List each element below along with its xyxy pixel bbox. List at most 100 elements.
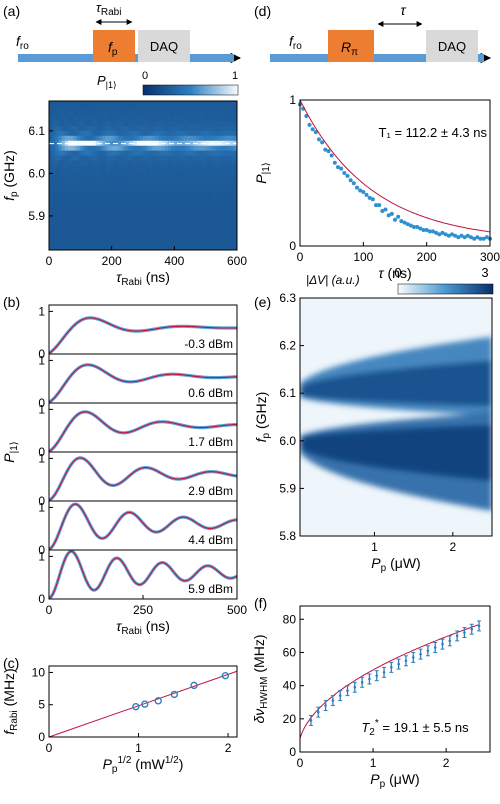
colorbar-e-max: 3 (481, 265, 488, 280)
heatmap-a-cell (202, 101, 207, 107)
heatmap-a-cell (149, 195, 153, 201)
heatmap-a-cell (74, 155, 78, 161)
heatmap-a-cell (180, 101, 185, 107)
heatmap-a-cell (164, 101, 169, 107)
heatmap-a-cell (149, 175, 153, 181)
chart-f-errorbar (425, 645, 430, 657)
heatmap-a-cell (193, 195, 197, 201)
heatmap-a-cell (171, 190, 175, 196)
heatmap-a-cell (89, 160, 94, 166)
heatmap-a-cell (224, 165, 228, 171)
heatmap-a-cell (133, 210, 138, 216)
heatmap-a-cell (193, 210, 197, 216)
heatmap-a-cell (70, 215, 75, 221)
heatmap-a-cell (49, 200, 53, 206)
f-ro-sub-d: ro (293, 41, 302, 52)
heatmap-a-cell (180, 180, 185, 186)
heatmap-a-cell (215, 240, 219, 246)
heatmap-a-cell (208, 101, 213, 107)
heatmap-a-cell (67, 155, 72, 161)
heatmap-a-cell (193, 101, 197, 107)
heatmap-a-cell (83, 220, 87, 226)
heatmap-a-cell (89, 200, 94, 206)
heatmap-a-cell (196, 240, 200, 246)
heatmap-a-cell (124, 245, 128, 250)
colorbar-a-max: 1 (232, 70, 238, 82)
heatmap-a-cell (218, 145, 222, 152)
heatmap-a-cell (124, 115, 128, 122)
heatmap-a-cell (152, 220, 156, 226)
heatmap-a-cell (168, 155, 172, 161)
heatmap-a-cell (193, 155, 197, 161)
heatmap-a-cell (86, 235, 91, 241)
heatmap-a-cell (233, 150, 237, 157)
heatmap-a-cell (174, 101, 178, 107)
heatmap-a-cell (99, 245, 103, 250)
chart-e-frame (299, 297, 493, 537)
heatmap-a-cell (74, 165, 78, 171)
heatmap-a-cell (121, 190, 125, 196)
heatmap-a-cell (180, 205, 185, 211)
colorbar-a-label-sub: |1⟩ (106, 80, 117, 90)
chart-b-xtick-label: 250 (133, 603, 153, 617)
heatmap-a-cell (183, 185, 188, 191)
heatmap-a-cell (186, 185, 191, 191)
heatmap-a-cell (177, 200, 181, 206)
heatmap-a-cell (86, 215, 91, 221)
heatmap-a-cell (133, 101, 138, 107)
heatmap-a-cell (52, 150, 56, 157)
heatmap-a-cell (70, 140, 75, 147)
heatmap-a-cell (136, 205, 141, 211)
heatmap-a-cell (111, 105, 116, 112)
heatmap-a-cell (199, 125, 203, 132)
heatmap-a-cell (117, 215, 122, 221)
heatmap-a-cell (80, 150, 84, 157)
heatmap-a-cell (221, 210, 225, 216)
heatmap-a-cell (74, 200, 78, 206)
heatmap-a-cell (149, 190, 153, 196)
heatmap-a-cell (205, 135, 210, 142)
chart-f-point (360, 681, 364, 684)
heatmap-a-cell (111, 130, 116, 137)
heatmap-a-cell (208, 220, 213, 226)
heatmap-a-cell (83, 200, 87, 206)
chart-f-errorbar (477, 620, 482, 632)
heatmap-a-cell (77, 105, 81, 112)
heatmap-a-cell (196, 110, 200, 117)
heatmap-a-cell (152, 115, 156, 122)
heatmap-a-cell (70, 105, 75, 112)
heatmap-a-cell (74, 175, 78, 181)
heatmap-a-cell (177, 115, 181, 122)
chart-d-point (348, 178, 353, 183)
heatmap-a-cell (108, 200, 113, 206)
chart-f-errorbar (352, 681, 357, 693)
heatmap-a-cell (86, 110, 91, 117)
heatmap-a-cell (174, 150, 178, 157)
chart-d-point (399, 219, 404, 224)
chart-f-point (419, 652, 422, 656)
chart-f-errorbar (418, 648, 423, 660)
heatmap-a-cell (208, 205, 213, 211)
heatmap-a-cell (186, 190, 191, 196)
heatmap-a-cell (52, 160, 56, 166)
heatmap-a-cell (208, 240, 213, 246)
heatmap-a-cell (186, 225, 191, 231)
heatmap-a-cell (139, 150, 144, 157)
heatmap-a-cell (208, 175, 213, 181)
heatmap-a-cell (152, 165, 156, 171)
heatmap-a-cell (102, 125, 106, 132)
heatmap-a-cell (174, 120, 178, 127)
heatmap-a-cell (196, 101, 200, 107)
heatmap-a-cell (108, 190, 113, 196)
heatmap-a-cell (58, 190, 62, 196)
heatmap-a-cell (58, 245, 62, 250)
heatmap-a-cell (158, 170, 163, 176)
chart-d-point (459, 233, 464, 238)
heatmap-a-cell (96, 130, 100, 137)
heatmap-a-cell (77, 190, 81, 196)
heatmap-a-cell (114, 135, 119, 142)
heatmap-a-cell (177, 215, 181, 221)
heatmap-a-cell (114, 175, 119, 181)
heatmap-a-cell (208, 125, 213, 132)
